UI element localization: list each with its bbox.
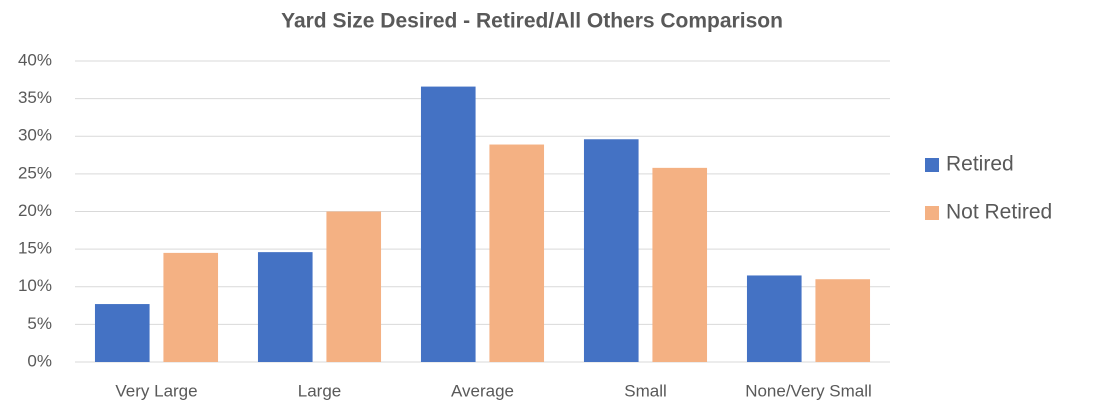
y-tick-label: 5%: [27, 314, 52, 333]
x-tick-label: None/Very Small: [745, 381, 872, 400]
y-tick-label: 25%: [18, 163, 52, 182]
bar: [420, 86, 476, 363]
bar: [94, 304, 150, 362]
bar: [746, 275, 802, 362]
bar: [583, 139, 639, 362]
bar: [257, 252, 313, 362]
bar: [163, 252, 219, 362]
y-tick-label: 10%: [18, 276, 52, 295]
bar: [815, 279, 871, 362]
y-tick-label: 15%: [18, 239, 52, 258]
x-tick-label: Large: [298, 381, 341, 400]
bar: [326, 211, 382, 362]
y-tick-label: 40%: [18, 50, 52, 69]
x-tick-label: Very Large: [115, 381, 197, 400]
bar: [489, 144, 545, 362]
y-tick-label: 0%: [27, 351, 52, 370]
legend-label: Not Retired: [946, 201, 1052, 224]
legend-label: Retired: [946, 153, 1014, 176]
x-tick-label: Small: [624, 381, 667, 400]
x-tick-label: Average: [451, 381, 514, 400]
legend-swatch: [925, 158, 939, 172]
y-tick-label: 35%: [18, 88, 52, 107]
bar: [652, 167, 708, 362]
legend-swatch: [925, 206, 939, 220]
y-tick-label: 30%: [18, 126, 52, 145]
chart-title: Yard Size Desired - Retired/All Others C…: [281, 10, 783, 33]
y-tick-label: 20%: [18, 201, 52, 220]
